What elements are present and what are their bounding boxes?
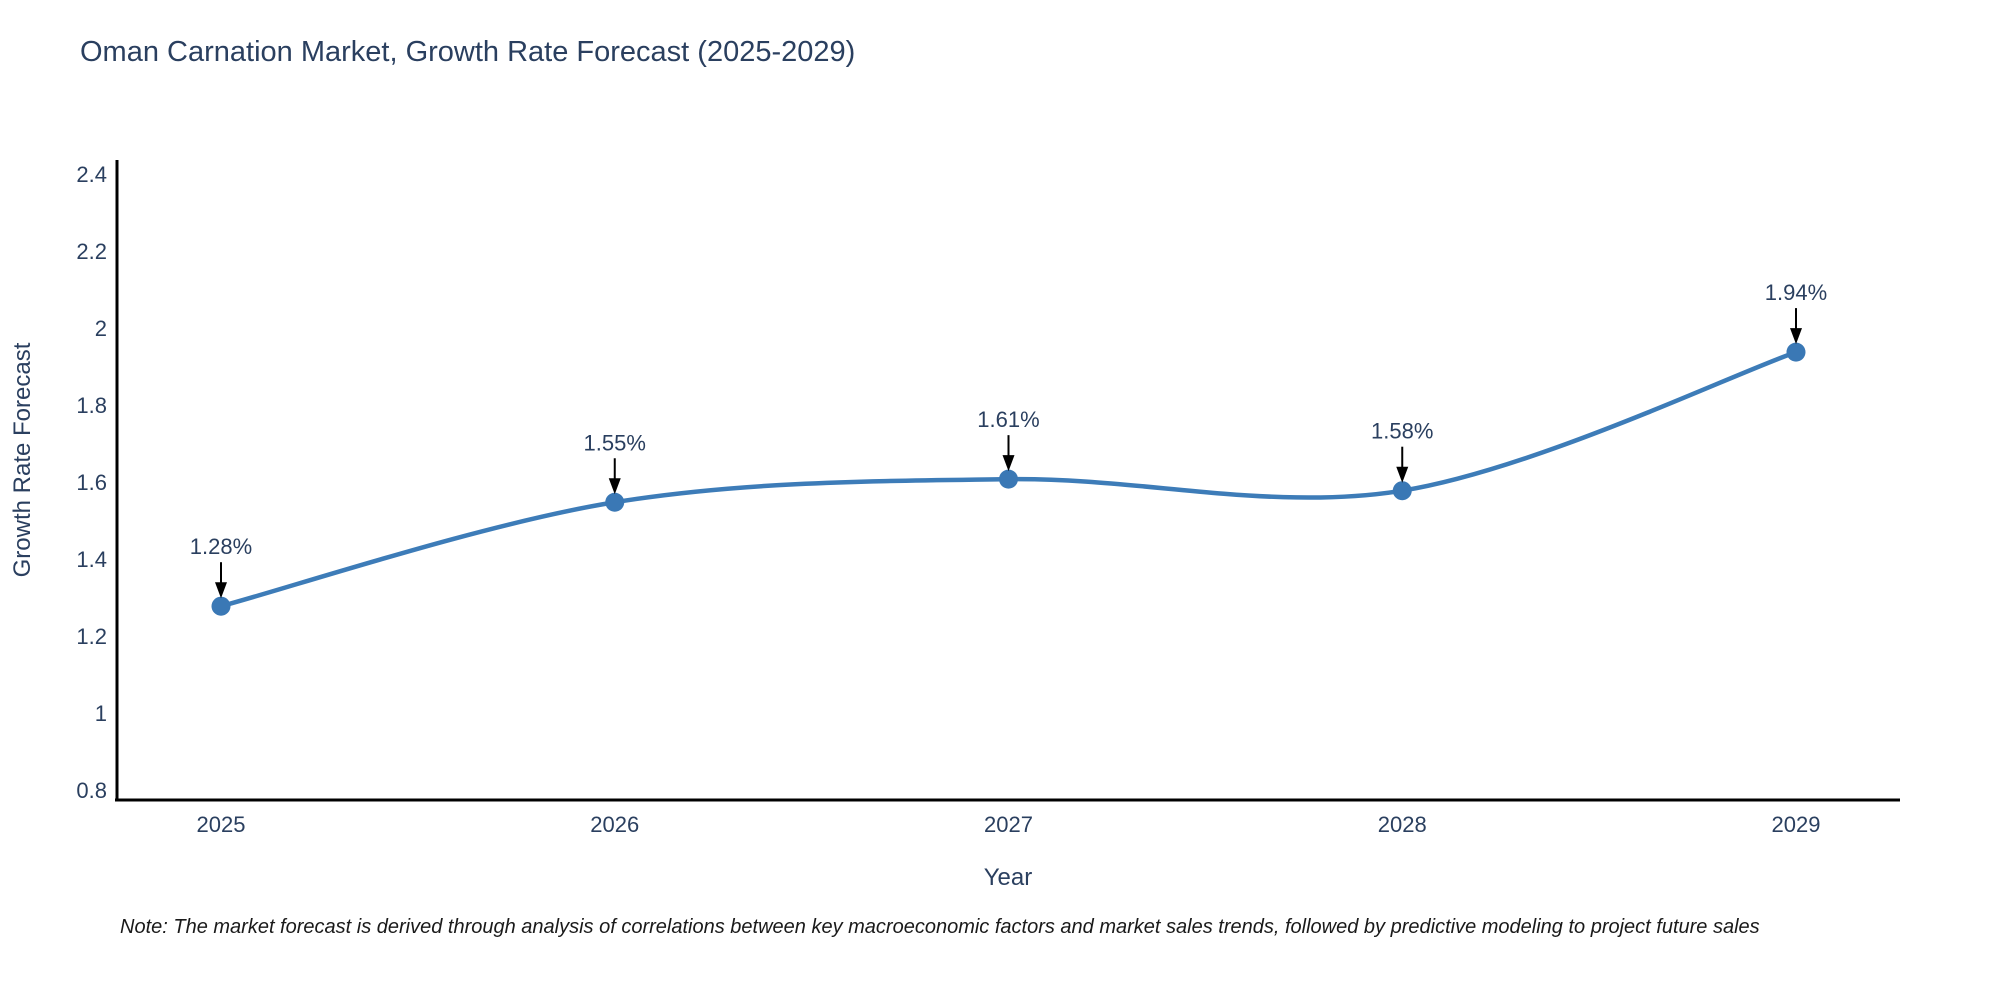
annotation-layer: 1.28% 1.55% 1.61% 1.58% 1.94% <box>190 280 1827 599</box>
y-tick-label: 2 <box>95 316 107 341</box>
x-tick-label: 2029 <box>1772 812 1821 837</box>
annotation-arrowhead <box>215 582 227 599</box>
y-axis-title: Growth Rate Forecast <box>9 342 36 577</box>
y-tick-label: 1.4 <box>76 547 107 572</box>
data-point-marker[interactable] <box>1392 481 1412 501</box>
y-tick-label: 1.8 <box>76 393 107 418</box>
annotation-arrowhead <box>1002 455 1015 472</box>
data-point-marker[interactable] <box>1786 342 1806 362</box>
axes-layer: 0.8 1 1.2 1.4 1.6 1.8 2 2.2 2.4 2025 2026 2027 2028 2… <box>76 160 1900 837</box>
x-axis-title: Year <box>984 864 1033 891</box>
annotation-arrowhead <box>1396 466 1409 483</box>
y-tick-label: 1.6 <box>76 470 107 495</box>
annotation-arrowhead <box>608 478 621 495</box>
data-point-marker[interactable] <box>211 596 231 616</box>
y-tick-label: 0.8 <box>76 778 107 803</box>
x-tick-label: 2025 <box>197 812 246 837</box>
y-tick-label: 1 <box>95 701 107 726</box>
y-tick-label: 2.4 <box>76 162 107 187</box>
data-point-label: 1.58% <box>1371 419 1433 444</box>
y-tick-label: 2.2 <box>76 239 107 264</box>
x-tick-label: 2028 <box>1378 812 1427 837</box>
data-point-label: 1.94% <box>1765 280 1827 305</box>
y-tick-label: 1.2 <box>76 624 107 649</box>
data-point-marker[interactable] <box>999 469 1018 489</box>
data-point-label: 1.28% <box>190 534 252 559</box>
annotation-arrowhead <box>1790 328 1802 345</box>
footnote: Note: The market forecast is derived thr… <box>120 916 1760 938</box>
data-point-label: 1.61% <box>977 407 1039 432</box>
data-point-marker[interactable] <box>605 492 625 512</box>
series-layer <box>211 342 1806 616</box>
x-tick-label: 2027 <box>984 812 1033 837</box>
data-point-label: 1.55% <box>584 430 646 455</box>
chart-title: Oman Carnation Market, Growth Rate Forec… <box>80 36 856 68</box>
x-tick-label: 2026 <box>590 812 639 837</box>
